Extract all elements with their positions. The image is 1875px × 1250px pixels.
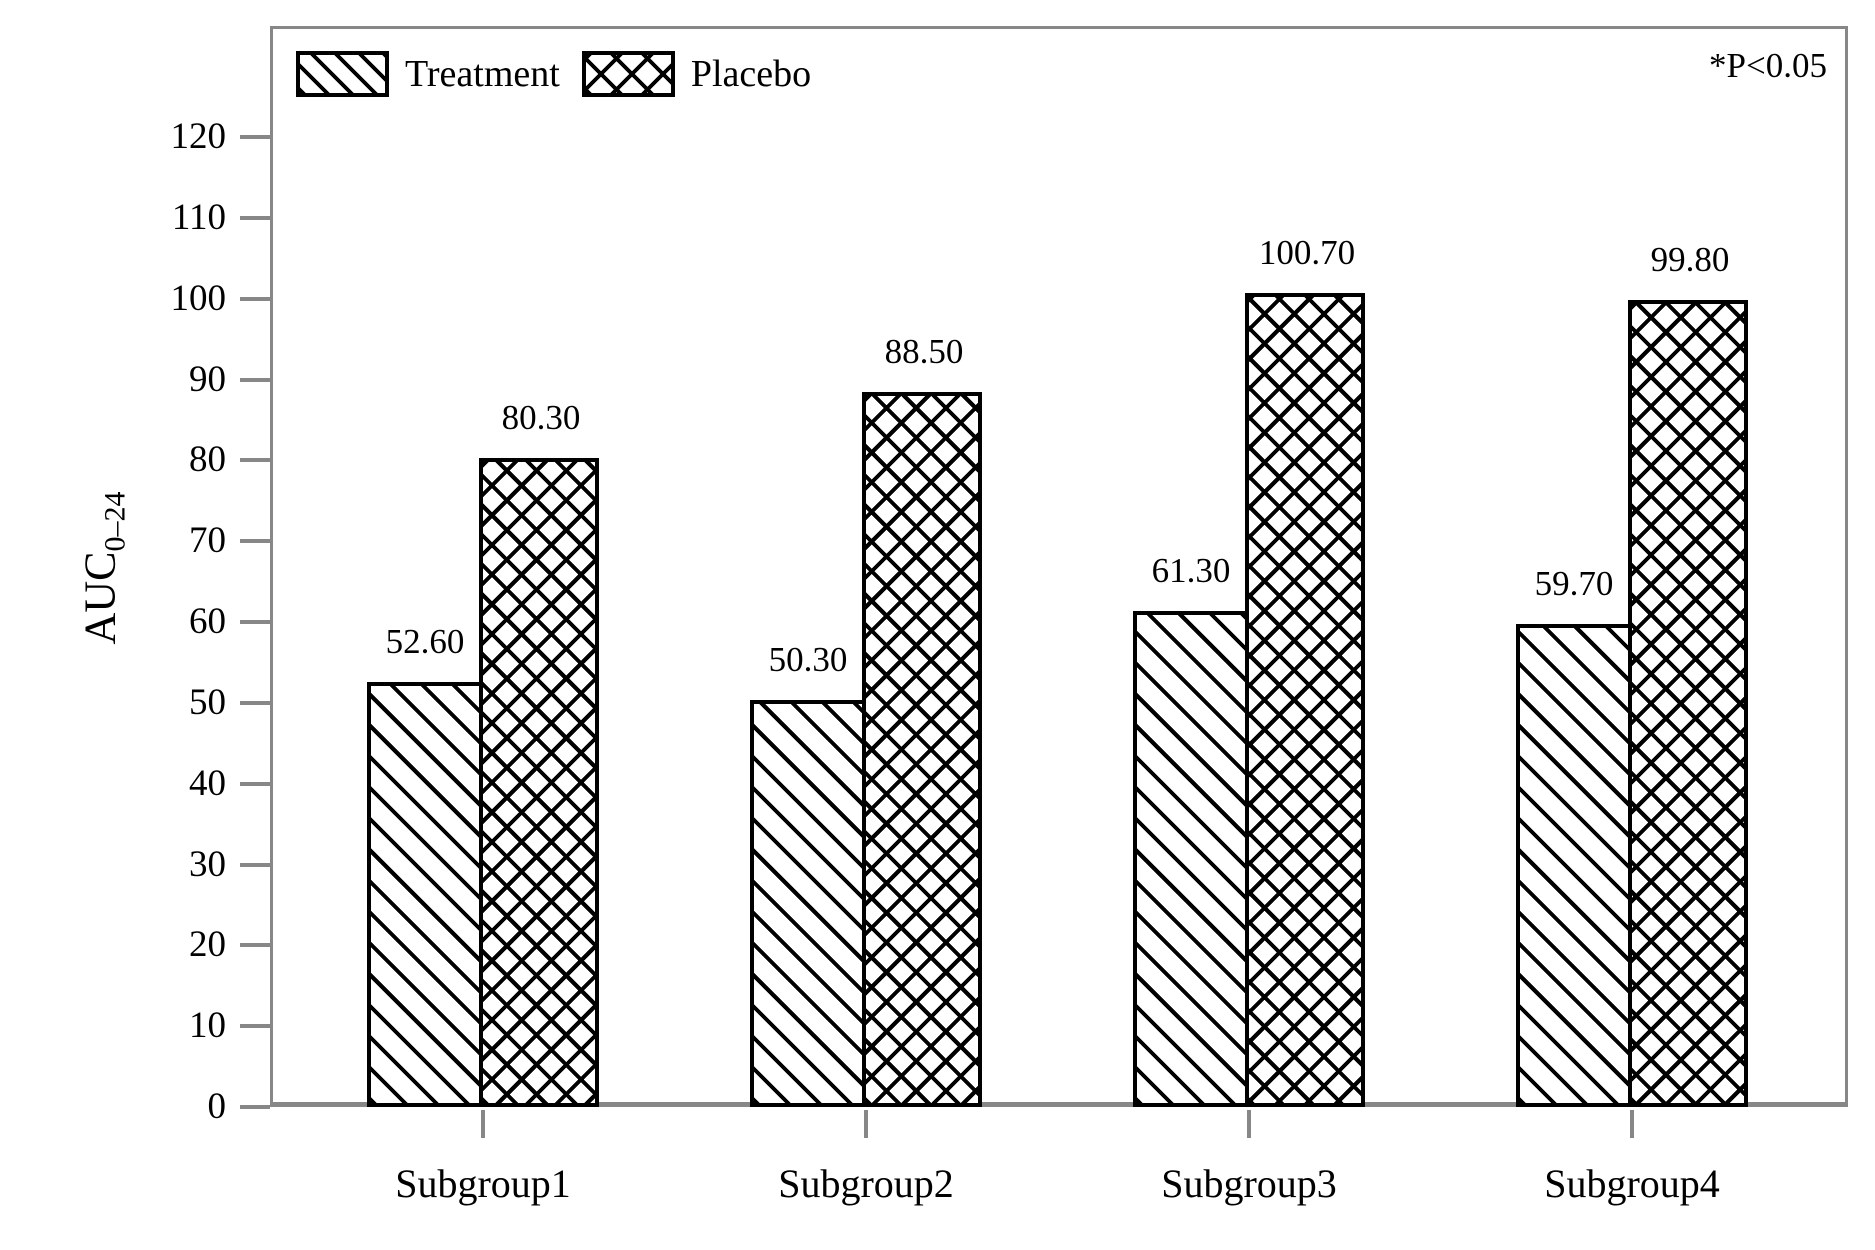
y-tick-mark — [240, 135, 270, 139]
y-tick-label: 10 — [189, 1005, 226, 1047]
bar-value-label: 99.80 — [1650, 240, 1730, 279]
legend-item-treatment: Treatment — [296, 51, 560, 97]
bar-treatment-subgroup3 — [1133, 611, 1249, 1107]
y-tick-mark — [240, 377, 270, 382]
y-tick-mark — [240, 296, 270, 301]
bar-placebo-subgroup3 — [1245, 293, 1365, 1107]
bar-placebo-subgroup4 — [1628, 300, 1748, 1107]
y-tick-mark — [240, 1024, 270, 1029]
y-tick-mark — [240, 215, 270, 220]
bar-value-label: 59.70 — [1534, 564, 1614, 603]
y-tick-mark — [240, 862, 270, 867]
y-tick-mark — [240, 781, 270, 786]
x-axis-label: Subgroup4 — [1544, 1161, 1720, 1206]
y-tick-mark — [240, 1105, 270, 1109]
x-tick-mark — [864, 1110, 868, 1138]
legend-label: Placebo — [690, 53, 812, 95]
y-tick-label: 70 — [189, 520, 226, 562]
bar-value-label: 50.30 — [768, 640, 848, 679]
bar-value-label: 80.30 — [501, 398, 581, 437]
y-tick-label: 90 — [189, 358, 226, 400]
y-tick-mark — [240, 943, 270, 948]
legend-item-placebo: Placebo — [581, 51, 812, 97]
y-tick-mark — [240, 539, 270, 544]
y-tick-mark — [240, 700, 270, 705]
y-tick-label: 40 — [189, 762, 226, 804]
significance-annotation: *P<0.05 — [1709, 46, 1827, 85]
x-axis-label: Subgroup2 — [778, 1161, 954, 1206]
x-axis-label: Subgroup3 — [1161, 1161, 1337, 1206]
y-tick-label: 20 — [189, 924, 226, 966]
y-tick-mark — [240, 620, 270, 624]
legend-swatch-diagonal-icon — [296, 51, 389, 97]
bar-treatment-subgroup4 — [1516, 624, 1632, 1107]
y-tick-label: 30 — [189, 843, 226, 885]
bar-value-label: 88.50 — [884, 332, 964, 371]
y-tick-label: 50 — [189, 681, 226, 723]
x-axis-label: Subgroup1 — [395, 1161, 571, 1206]
y-tick-label: 100 — [170, 277, 227, 319]
bar-placebo-subgroup2 — [862, 392, 982, 1107]
bar-treatment-subgroup1 — [367, 682, 483, 1107]
y-tick-label: 110 — [171, 196, 226, 238]
y-tick-label: 0 — [207, 1086, 227, 1127]
legend-label: Treatment — [405, 53, 560, 95]
y-tick-label: 60 — [189, 601, 226, 642]
legend-swatch-crosshatch-icon — [581, 51, 675, 97]
legend: Treatment Placebo — [296, 51, 811, 97]
bar-treatment-subgroup2 — [750, 700, 866, 1107]
x-tick-mark — [481, 1110, 485, 1138]
x-tick-mark — [1247, 1110, 1251, 1138]
y-tick-mark — [240, 458, 270, 463]
bar-placebo-subgroup1 — [479, 458, 599, 1107]
bar-value-label: 61.30 — [1151, 551, 1231, 590]
x-tick-mark — [1630, 1110, 1634, 1138]
bar-value-label: 100.70 — [1258, 233, 1356, 272]
bar-value-label: 52.60 — [385, 622, 465, 661]
y-tick-label: 120 — [170, 116, 227, 157]
y-tick-label: 80 — [189, 439, 226, 481]
